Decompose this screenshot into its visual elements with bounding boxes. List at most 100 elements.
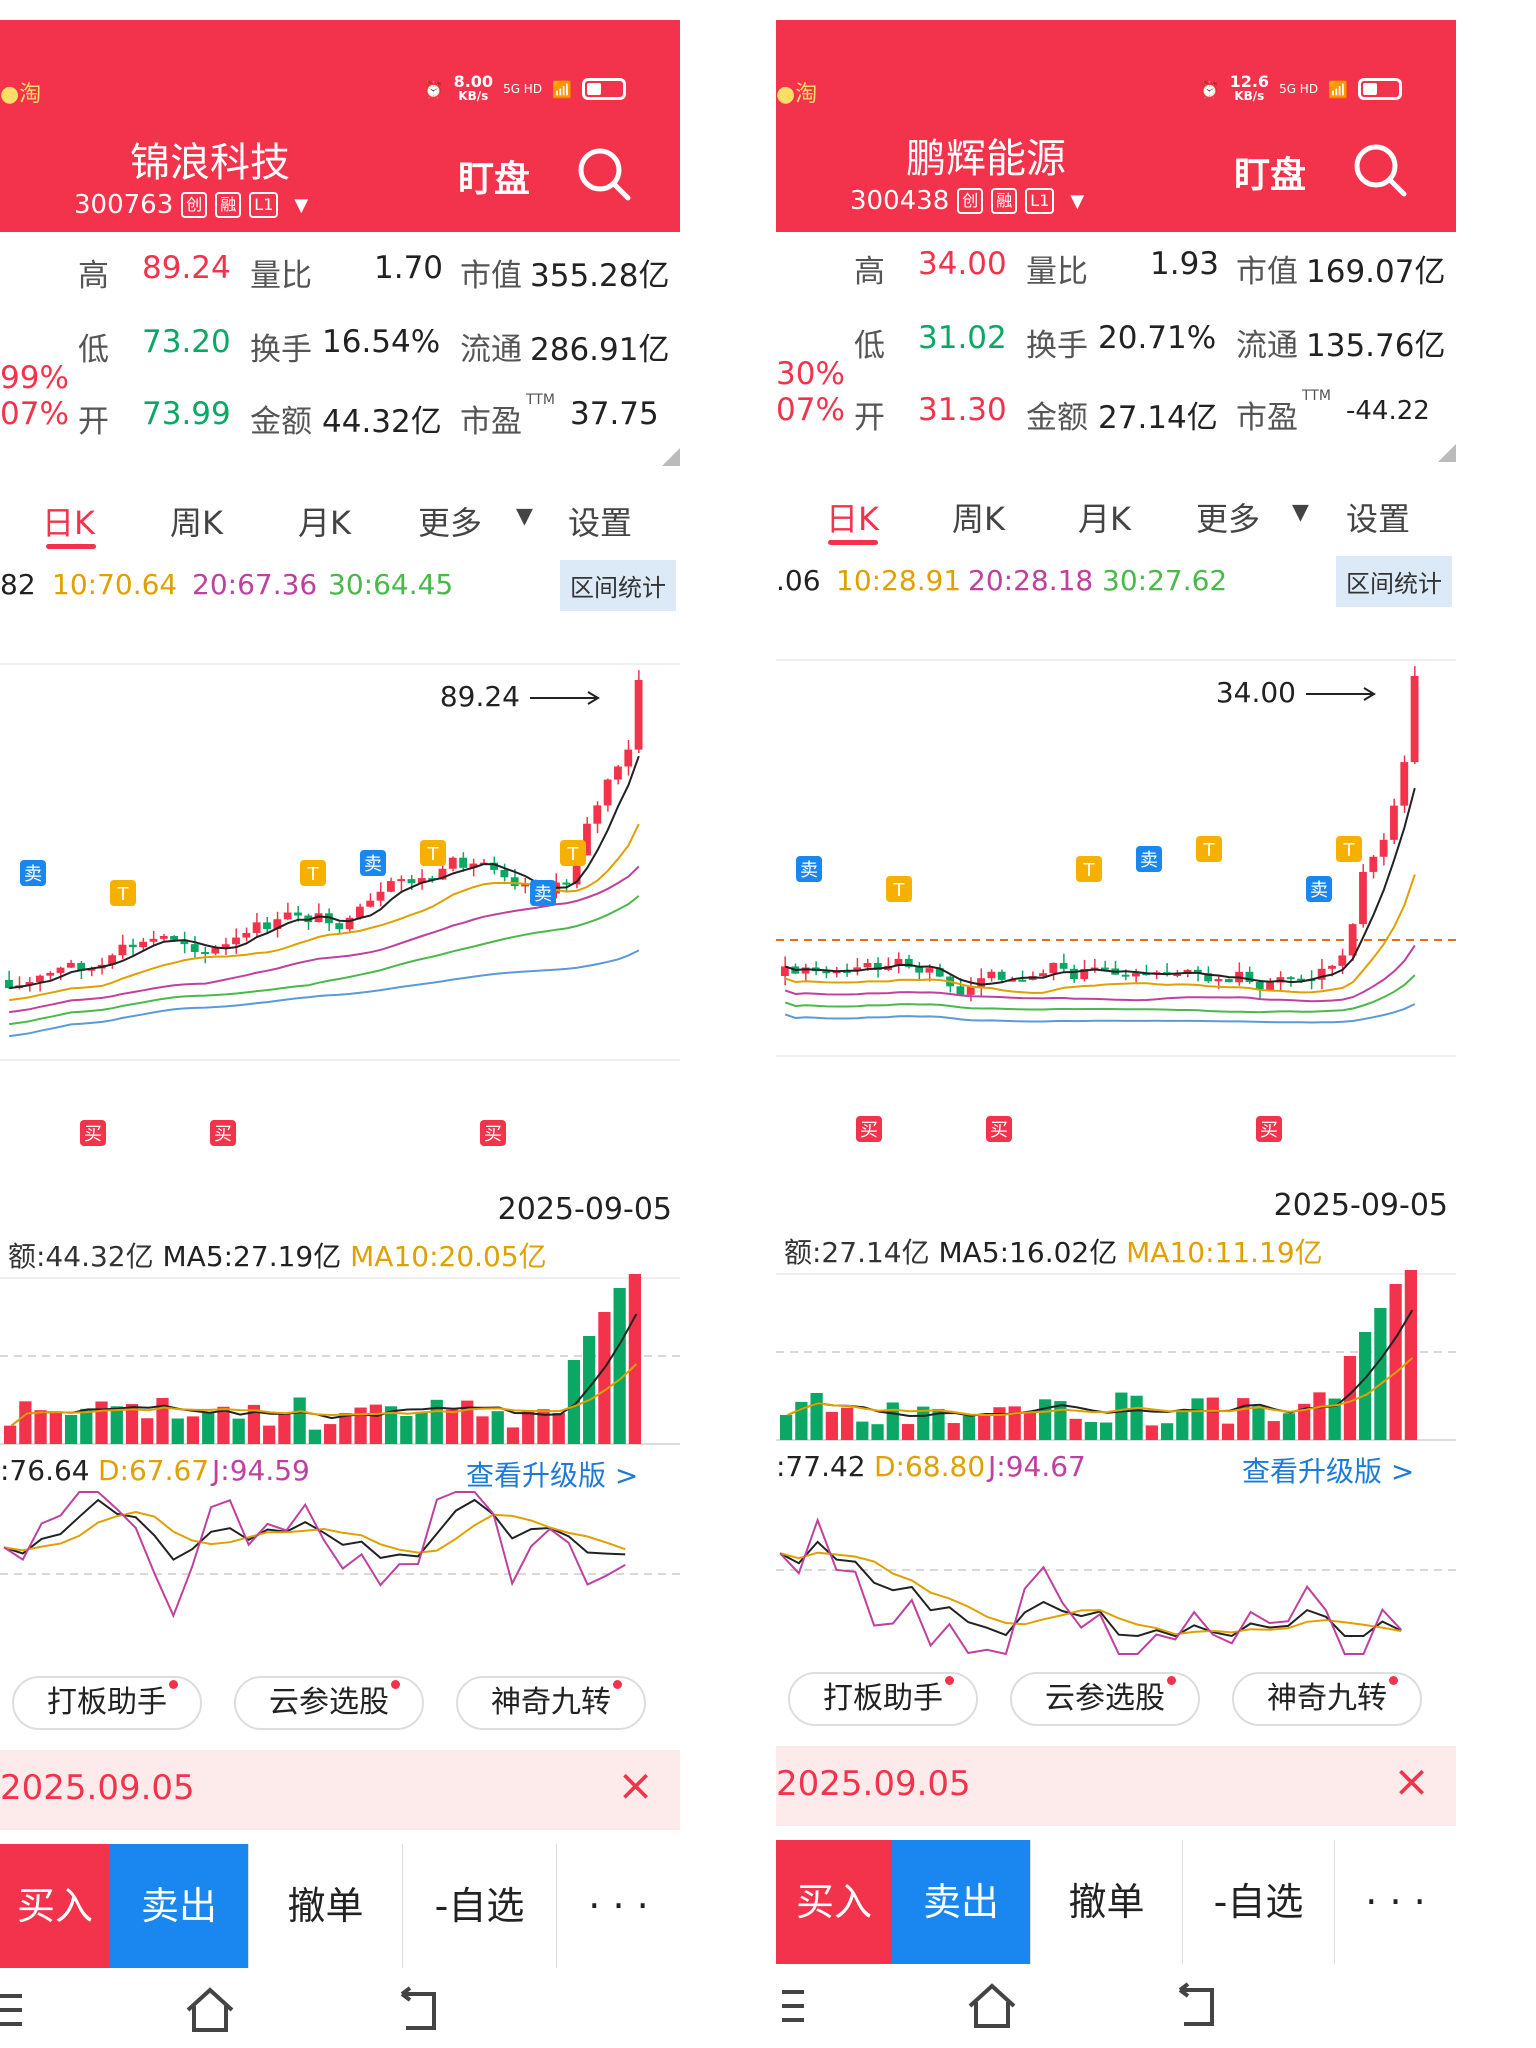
search-icon[interactable] [576, 146, 632, 202]
kdj-k: :76.64 [0, 1454, 90, 1487]
tab-day-k[interactable]: 日K [826, 500, 879, 538]
expand-corner-icon[interactable] [662, 448, 680, 466]
period-tabs: 日K 周K 月K 更多 ▼ 设置 [776, 488, 1456, 548]
tab-month-k[interactable]: 月K [1078, 500, 1131, 538]
volume-bar [156, 1397, 169, 1444]
low-label: 低 [854, 328, 885, 364]
signal-box [796, 856, 822, 882]
close-icon[interactable]: × [617, 1760, 654, 1811]
signal-text: T [1083, 860, 1096, 881]
expand-corner-icon[interactable] [1438, 444, 1456, 462]
yuncan-stock-picker-button[interactable]: 云参选股 [1010, 1672, 1200, 1726]
buy-button[interactable]: 买入 [776, 1840, 892, 1964]
home-icon[interactable] [962, 1976, 1022, 2036]
turnover-value: 16.54% [322, 324, 441, 360]
more-caret-icon[interactable]: ▼ [1292, 500, 1309, 525]
tab-week-k[interactable]: 周K [170, 504, 223, 542]
back-icon[interactable] [388, 1980, 448, 2040]
sell-button[interactable]: 卖出 [110, 1844, 248, 1968]
daban-helper-button[interactable]: 打板助手 [12, 1676, 202, 1730]
sell-button[interactable]: 卖出 [892, 1840, 1030, 1964]
cancel-order-button[interactable]: 撤单 [248, 1844, 402, 1968]
candle-body [294, 912, 302, 916]
candle-body [407, 879, 416, 884]
tab-day-k[interactable]: 日K [42, 504, 95, 542]
volume-chart[interactable] [0, 1270, 680, 1450]
tab-more[interactable]: 更多 [1196, 500, 1261, 538]
stock-code-row[interactable]: 300438 创 融 L1 ▼ [850, 186, 1084, 216]
candle-body [1400, 762, 1409, 806]
back-icon[interactable] [1166, 1976, 1226, 2036]
interval-stats-button[interactable]: 区间统计 [560, 560, 676, 611]
menu-icon[interactable] [0, 1980, 54, 2040]
interval-stats-button[interactable]: 区间统计 [1336, 556, 1452, 607]
tab-month-k[interactable]: 月K [298, 504, 351, 542]
signal-box [480, 1120, 506, 1146]
tab-settings[interactable]: 设置 [1346, 500, 1411, 538]
status-bar: ⏰ 12.6 KB/s 5G HD 📶 [1200, 74, 1402, 104]
kdj-j-line [3, 1491, 626, 1619]
candle-body [603, 779, 612, 806]
volume-bar [49, 1411, 62, 1444]
home-icon[interactable] [180, 1980, 240, 2040]
signal-box [210, 1120, 236, 1146]
network-speed: 8.00 KB/s [453, 72, 494, 104]
daban-helper-button[interactable]: 打板助手 [788, 1672, 978, 1726]
quote-row-3: 07% 开 73.99 金额 44.32亿 市盈 TTM 37.75 [0, 392, 680, 456]
upgrade-link[interactable]: 查看升级版 > [1242, 1455, 1415, 1488]
volume-bar [1191, 1398, 1204, 1440]
notice-bar[interactable]: 2025.09.05 × [0, 1750, 680, 1830]
ma30-value: 30:27.62 [1102, 564, 1228, 597]
upgrade-link[interactable]: 查看升级版 > [466, 1459, 639, 1492]
volume-ratio-value: 1.70 [374, 250, 444, 286]
notice-bar[interactable]: 2025.09.05 × [776, 1746, 1456, 1826]
ma20-line [9, 865, 640, 1014]
candle-body [1379, 839, 1388, 857]
magic-nine-button[interactable]: 神奇九转 [1232, 1672, 1422, 1726]
stock-name[interactable]: 锦浪科技 [130, 140, 290, 186]
amount-text: 额:27.14亿 [784, 1236, 930, 1269]
yuncan-stock-picker-button[interactable]: 云参选股 [234, 1676, 424, 1730]
stock-code-row[interactable]: 300763 创 融 L1 ▼ [74, 190, 308, 220]
remove-watchlist-button[interactable]: -自选 [402, 1844, 556, 1968]
signal-buy-icon: 买 [210, 1120, 236, 1146]
magic-nine-button[interactable]: 神奇九转 [456, 1676, 646, 1730]
buy-button[interactable]: 买入 [0, 1844, 110, 1968]
signal-text: T [307, 864, 320, 885]
volume-chart[interactable] [776, 1266, 1456, 1446]
cancel-order-button[interactable]: 撤单 [1030, 1840, 1182, 1964]
watch-button[interactable]: 盯盘 [458, 159, 531, 200]
kdj-chart[interactable] [0, 1490, 680, 1660]
signal-t-icon: T [110, 880, 136, 906]
menu-icon[interactable] [776, 1976, 836, 2036]
ma30-value: 30:64.45 [328, 568, 454, 601]
open-label: 开 [78, 404, 109, 440]
candle-body [1369, 856, 1378, 872]
tab-week-k[interactable]: 周K [952, 500, 1005, 538]
candle-body [428, 878, 437, 881]
more-button[interactable]: · · · [1334, 1840, 1456, 1964]
tab-more[interactable]: 更多 [418, 504, 483, 542]
close-icon[interactable]: × [1393, 1756, 1430, 1807]
candlestick-chart[interactable]: 89.24TTT T卖 卖卖买买买 [0, 640, 680, 1200]
tab-settings[interactable]: 设置 [568, 504, 633, 542]
watch-button[interactable]: 盯盘 [1234, 155, 1307, 196]
float-cap-value: 286.91亿 [530, 332, 670, 368]
candlestick-chart[interactable]: 34.00TTT T卖 卖卖买买买 [776, 636, 1456, 1196]
amount-text: 额:44.32亿 [8, 1240, 154, 1273]
tag-l1: L1 [249, 192, 279, 218]
stock-name[interactable]: 鹏辉能源 [906, 136, 1066, 182]
candle-body [25, 982, 34, 986]
pe-value: -44.22 [1346, 396, 1430, 426]
more-button[interactable]: · · · [556, 1844, 680, 1968]
chevron-down-icon[interactable]: ▼ [1070, 190, 1085, 212]
kdj-chart[interactable] [776, 1486, 1456, 1656]
more-caret-icon[interactable]: ▼ [516, 504, 533, 529]
chevron-down-icon[interactable]: ▼ [294, 194, 309, 216]
signal-text: 卖 [1310, 880, 1328, 901]
search-icon[interactable] [1352, 142, 1408, 198]
signal-text: 买 [990, 1120, 1008, 1141]
candle-body [283, 912, 292, 920]
candle-body [925, 968, 934, 973]
remove-watchlist-button[interactable]: -自选 [1182, 1840, 1334, 1964]
